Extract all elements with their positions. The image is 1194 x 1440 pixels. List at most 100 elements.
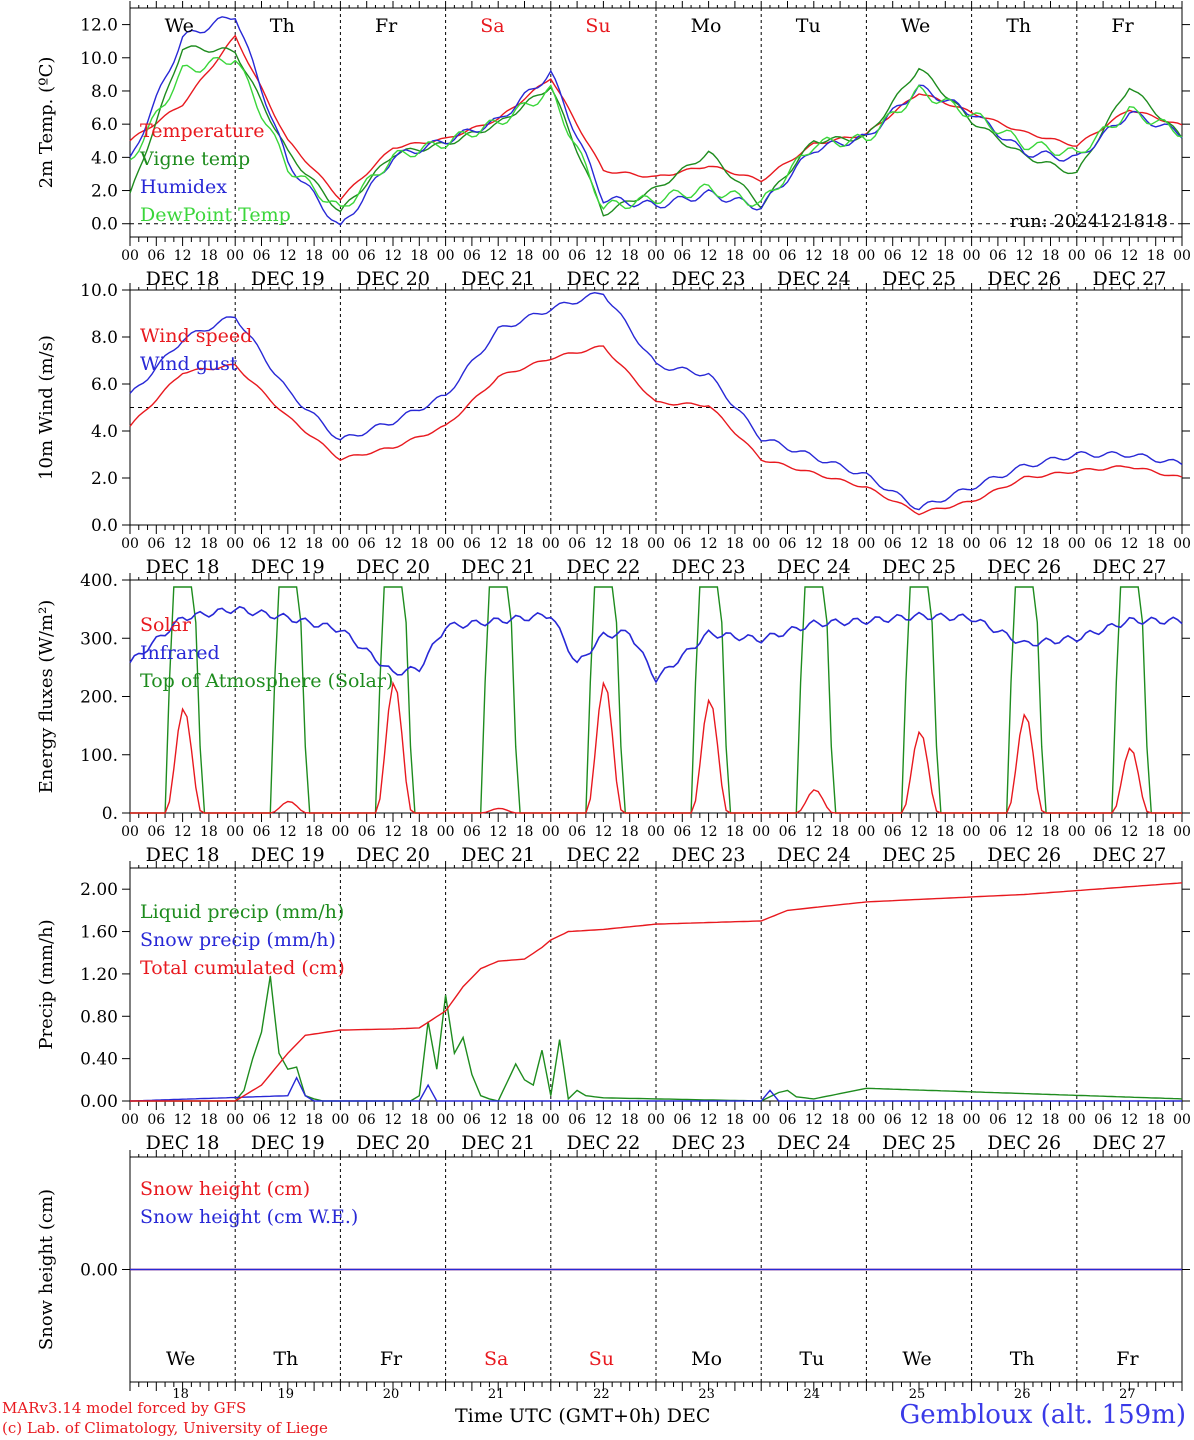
weekday-label: Su <box>585 15 610 37</box>
hour-tick-label: 12 <box>174 1112 192 1128</box>
hour-tick-label: 06 <box>358 1112 376 1128</box>
hour-tick-label: 12 <box>910 248 928 264</box>
date-label: DEC 25 <box>882 1132 956 1154</box>
hour-tick-label: 12 <box>594 1112 612 1128</box>
hour-tick-label: 06 <box>463 536 481 552</box>
hour-tick-label: 12 <box>700 248 718 264</box>
hour-tick-label: 12 <box>1120 536 1138 552</box>
date-label: DEC 23 <box>672 844 746 866</box>
y-tick-label: 2.0 <box>91 182 118 202</box>
weekday-label: Sa <box>480 15 504 37</box>
hour-tick-label: 18 <box>200 248 218 264</box>
series-line-infrared <box>129 605 1183 684</box>
legend-entry: Wind speed <box>140 325 252 347</box>
weekday-label-bottom: Th <box>273 1348 298 1370</box>
series-line-wind-speed <box>129 345 1183 516</box>
legend-entry: Liquid precip (mm/h) <box>140 901 344 923</box>
y-tick-label: 100. <box>80 746 118 766</box>
panel-5: 0.00 Snow height (cm) Snow height (cm) Snow… <box>36 1150 1190 1402</box>
hour-tick-label: 06 <box>884 1112 902 1128</box>
y-tick-label: 4.0 <box>91 148 118 168</box>
hour-tick-label: 18 <box>831 1112 849 1128</box>
hour-tick-label: 06 <box>568 248 586 264</box>
hour-tick-label: 12 <box>1015 536 1033 552</box>
date-label: DEC 23 <box>672 1132 746 1154</box>
hour-tick-label: 18 <box>1147 536 1165 552</box>
y-tick-label: 12.0 <box>80 16 118 36</box>
date-label: DEC 24 <box>777 556 851 578</box>
hour-tick-label: 06 <box>253 824 271 840</box>
hour-tick-label: 06 <box>1094 1112 1112 1128</box>
hour-tick-label: 00 <box>121 248 139 264</box>
hour-tick-label: 00 <box>752 1112 770 1128</box>
hour-tick-label: 06 <box>673 248 691 264</box>
series-line-wind-gust <box>129 291 1183 511</box>
hour-tick-label: 00 <box>437 824 455 840</box>
day-number: 21 <box>488 1387 505 1402</box>
y-tick-label: 8.0 <box>91 328 118 348</box>
date-label: DEC 25 <box>882 268 956 290</box>
hour-tick-label: 00 <box>1173 536 1191 552</box>
hour-tick-label: 18 <box>1042 1112 1060 1128</box>
hour-tick-label: 12 <box>910 536 928 552</box>
date-label: DEC 24 <box>777 268 851 290</box>
weekday-label: Fr <box>1111 15 1134 37</box>
date-label: DEC 18 <box>146 268 220 290</box>
hour-tick-label: 00 <box>963 824 981 840</box>
hour-tick-label: 12 <box>384 248 402 264</box>
hour-tick-label: 18 <box>1042 824 1060 840</box>
hour-tick-label: 18 <box>1147 248 1165 264</box>
hour-tick-label: 00 <box>857 824 875 840</box>
hour-tick-label: 00 <box>1068 1112 1086 1128</box>
y-tick-label: 1.60 <box>80 923 118 943</box>
date-label: DEC 22 <box>566 844 640 866</box>
date-label: DEC 19 <box>251 1132 325 1154</box>
legend-entry: Total cumulated (cm) <box>140 957 345 979</box>
date-label: DEC 25 <box>882 844 956 866</box>
y-tick-label: 0.00 <box>80 1092 118 1112</box>
series-line-humidex <box>129 16 1183 226</box>
hour-tick-label: 00 <box>121 536 139 552</box>
hour-tick-label: 06 <box>673 536 691 552</box>
weekday-label-bottom: Tu <box>799 1348 824 1370</box>
hour-tick-label: 12 <box>805 824 823 840</box>
date-label: DEC 22 <box>566 1132 640 1154</box>
hour-tick-label: 06 <box>568 1112 586 1128</box>
hour-tick-label: 12 <box>174 824 192 840</box>
legend-entry: Snow height (cm W.E.) <box>140 1206 358 1228</box>
weekday-label-bottom: Mo <box>691 1348 722 1370</box>
hour-tick-label: 00 <box>542 1112 560 1128</box>
hour-tick-label: 12 <box>700 536 718 552</box>
credit-line-lab: (c) Lab. of Climatology, University of L… <box>2 1419 328 1437</box>
date-label: DEC 20 <box>356 1132 430 1154</box>
date-label: DEC 20 <box>356 844 430 866</box>
hour-tick-label: 00 <box>331 824 349 840</box>
date-label: DEC 21 <box>461 556 535 578</box>
hour-tick-label: 18 <box>516 824 534 840</box>
hour-tick-label: 12 <box>174 248 192 264</box>
hour-tick-label: 00 <box>121 1112 139 1128</box>
hour-tick-label: 06 <box>358 536 376 552</box>
hour-tick-label: 06 <box>884 536 902 552</box>
time-axis-title: Time UTC (GMT+0h) DEC <box>455 1405 711 1427</box>
hour-tick-label: 12 <box>805 248 823 264</box>
weekday-label-bottom: We <box>166 1348 195 1370</box>
hour-tick-label: 18 <box>936 1112 954 1128</box>
hour-tick-label: 06 <box>1094 536 1112 552</box>
hour-tick-label: 06 <box>147 536 165 552</box>
hour-tick-label: 00 <box>226 248 244 264</box>
hour-tick-label: 18 <box>305 536 323 552</box>
hour-tick-label: 18 <box>831 248 849 264</box>
hour-tick-label: 18 <box>726 536 744 552</box>
y-tick-label: 0.80 <box>80 1007 118 1027</box>
hour-tick-label: 00 <box>647 248 665 264</box>
hour-tick-label: 06 <box>779 248 797 264</box>
panel-1: 0.0 2.0 4.0 6.0 8.0 10.0 12.0 2m Temp. (ºC) 00 06… <box>36 1 1191 290</box>
y-tick-label: 10.0 <box>80 49 118 69</box>
hour-tick-label: 06 <box>358 248 376 264</box>
weekday-label: Th <box>270 15 295 37</box>
y-tick-label: 1.20 <box>80 965 118 985</box>
date-label: DEC 23 <box>672 268 746 290</box>
hour-tick-label: 06 <box>989 536 1007 552</box>
hour-tick-label: 12 <box>594 536 612 552</box>
